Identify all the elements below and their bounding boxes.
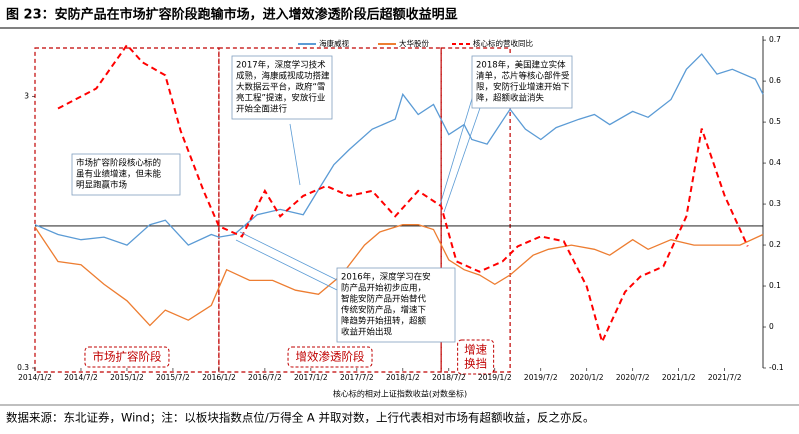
y2-tick-label: 0.7: [769, 35, 781, 44]
callout-text: 防产品开始初步应用，: [341, 283, 426, 294]
x-tick-label: 2018/7/2: [432, 373, 466, 382]
callout-leader: [439, 91, 475, 206]
series-line: [57, 43, 749, 345]
callout-leader: [443, 107, 481, 213]
y2-tick-label: 0.4: [769, 158, 781, 167]
source-note: 数据来源：东北证券，Wind；注：以板块指数点位/万得全 A 并取对数，上行代表…: [6, 411, 594, 425]
callout-leader: [239, 231, 338, 281]
callout-text: 智能安防产品开始替代: [341, 294, 427, 305]
y-tick-label: 3: [24, 91, 29, 100]
callout-leader: [235, 239, 338, 291]
callout-text: 虽有业绩增速，但未能: [76, 169, 162, 180]
callout-box: [336, 267, 456, 343]
x-tick-label: 2018/1/2: [386, 373, 420, 382]
x-tick-label: 2014/1/2: [18, 373, 52, 382]
x-tick-label: 2014/7/2: [64, 373, 98, 382]
y-tick-label: 0.3: [17, 363, 29, 372]
callout-box: [231, 55, 333, 120]
phase-label-box: [287, 346, 373, 368]
x-tick-label: 2015/7/2: [156, 373, 190, 382]
callout-text: 大数据云平台，政府“雪: [236, 82, 325, 93]
phase-label: 换挡: [464, 357, 487, 371]
x-tick-label: 2016/7/2: [248, 373, 282, 382]
x-tick-label: 2017/7/2: [340, 373, 374, 382]
callout-box: [71, 153, 181, 196]
x-tick-label: 2019/7/2: [524, 373, 558, 382]
y2-tick-label: 0.2: [769, 240, 781, 249]
series-line: [34, 224, 764, 327]
x-tick-label: 2017/1/2: [294, 373, 328, 382]
callout-text: 清单，芯片等核心部件受: [476, 71, 570, 82]
chart-title: 图 23：安防产品在市场扩容阶段跑输市场，进入增效渗透阶段后超额收益明显: [6, 7, 458, 23]
x-tick-label: 2020/1/2: [570, 373, 604, 382]
x-tick-label: 2020/7/2: [616, 373, 650, 382]
y2-tick-label: 0.6: [769, 76, 781, 85]
callout-text: 2016年，深度学习在安: [341, 272, 431, 283]
phase-label: 增速: [464, 343, 487, 357]
phase-label-box: [84, 346, 170, 368]
y2-tick-label: 0.3: [769, 199, 781, 208]
y2-tick-label: 0.5: [769, 117, 781, 126]
callout-text: 降，超额收益消失: [476, 93, 545, 104]
callout-text: 2018年，美国建立实体: [476, 60, 566, 71]
phase-box: [34, 47, 220, 373]
callout-text: 限，安防行业增速开始下: [476, 82, 570, 93]
callout-text: 降趋势开始扭转，超额: [341, 316, 427, 327]
phase-label: 市场扩容阶段: [92, 350, 161, 364]
y2-tick-label: -0.1: [769, 363, 784, 372]
callout-text: 收益开始出现: [341, 327, 393, 338]
x-tick-label: 2015/1/2: [110, 373, 144, 382]
phase-label: 增效渗透阶段: [296, 350, 365, 364]
x-tick-label: 2021/1/2: [662, 373, 696, 382]
x-tick-label: 2016/1/2: [202, 373, 236, 382]
callout-text: 市场扩容阶段核心标的: [76, 158, 161, 169]
y2-tick-label: 0.1: [769, 281, 781, 290]
callout-text: 开始全面进行: [236, 104, 288, 115]
callout-box: [471, 55, 573, 109]
callout-text: 成熟，海康威视成功搭建: [236, 71, 330, 82]
legend-label: 核心标的营收同比: [473, 38, 533, 48]
x-tick-label: 2019/1/2: [478, 373, 512, 382]
callout-text: 2017年，深度学习技术: [236, 60, 326, 71]
x-tick-label: 2021/7/2: [708, 373, 742, 382]
callout-text: 传统安防产品，增速下: [341, 305, 427, 316]
callout-text: 明显跑赢市场: [76, 180, 127, 191]
legend-label: 海康威视: [319, 38, 349, 48]
y2-tick-label: 0: [769, 322, 774, 331]
callout-text: 亮工程”提速，安放行业: [236, 93, 325, 104]
series-line: [34, 53, 764, 246]
phase-label-box: [457, 339, 495, 375]
x-axis-title: 核心标的相对上证指数收益(对数坐标): [333, 389, 467, 399]
legend-label: 大华股份: [399, 38, 429, 48]
callout-leader: [289, 123, 301, 186]
